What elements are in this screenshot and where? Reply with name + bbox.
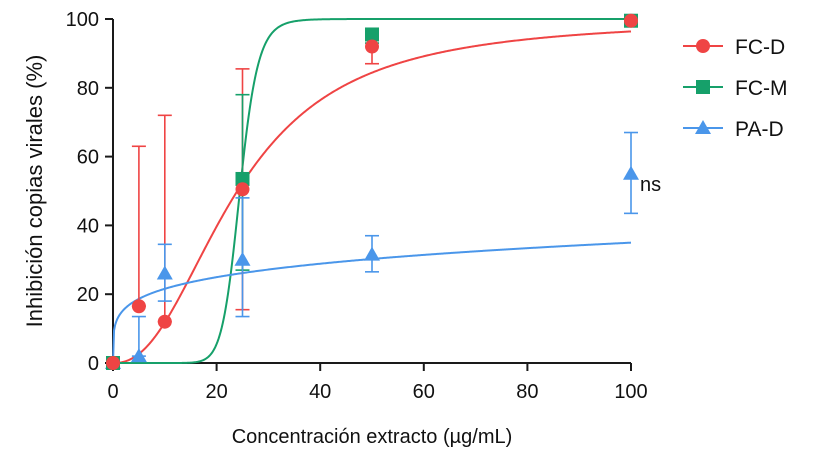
- data-point-fc-m: [235, 171, 250, 186]
- data-point-fc-d: [235, 182, 250, 197]
- y-tick-label: 40: [77, 215, 99, 237]
- data-point-fc-d: [106, 356, 120, 370]
- fit-curve-fc-m: [113, 18, 631, 364]
- legend-marker-fc-d: [696, 39, 710, 53]
- data-point-fc-d: [131, 299, 146, 314]
- x-tick-label: 60: [413, 381, 435, 403]
- fit-curve-fc-d: [112, 30, 632, 364]
- data-point-pa-d: [623, 165, 639, 180]
- x-tick-label: 100: [614, 381, 647, 403]
- legend-marker-pa-d: [695, 120, 711, 134]
- data-point-pa-d: [364, 246, 380, 261]
- data-point-fc-d: [365, 39, 379, 54]
- fit-curves: [112, 18, 632, 364]
- data-markers: [105, 13, 639, 370]
- data-point-pa-d: [234, 251, 251, 266]
- y-tick-label: 0: [88, 353, 99, 375]
- x-tick-label: 20: [205, 381, 227, 403]
- y-tick-label: 80: [77, 78, 99, 100]
- y-tick-label: 100: [66, 9, 99, 31]
- legend-label-pa-d: PA-D: [735, 118, 784, 141]
- x-axis-title: Concentración extracto (µg/mL): [232, 426, 513, 448]
- x-tick-label: 80: [516, 381, 538, 403]
- y-tick-label: 60: [77, 147, 99, 169]
- legend-label-fc-d: FC-D: [735, 36, 785, 59]
- error-bars: [131, 28, 638, 357]
- x-tick-label: 40: [309, 381, 331, 403]
- data-point-pa-d: [156, 265, 173, 280]
- data-point-fc-m: [365, 27, 379, 42]
- legend-marker-fc-m: [696, 80, 710, 94]
- data-point-fc-d: [157, 314, 172, 329]
- legend: FC-D FC-M PA-D: [683, 36, 787, 141]
- annotation-label: ns: [640, 174, 661, 196]
- data-point-pa-d: [130, 348, 147, 363]
- legend-label-fc-m: FC-M: [735, 77, 787, 100]
- x-tick-label: 0: [107, 381, 118, 403]
- data-point-fc-d: [624, 13, 638, 28]
- axes: 0 20 40 60 80 100 0 20 40 60 80 100 Concentración ex…: [22, 9, 648, 448]
- y-tick-label: 20: [77, 284, 99, 306]
- y-axis-title: Inhibición copias virales (%): [22, 55, 47, 328]
- annotations: ns: [640, 174, 661, 196]
